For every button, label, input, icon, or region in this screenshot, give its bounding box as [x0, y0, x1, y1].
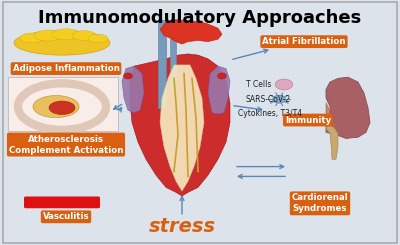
Polygon shape	[130, 54, 230, 196]
Polygon shape	[160, 65, 204, 191]
Polygon shape	[158, 20, 166, 108]
Ellipse shape	[14, 31, 110, 55]
FancyBboxPatch shape	[24, 196, 100, 208]
Text: Atherosclerosis
Complement Activation: Atherosclerosis Complement Activation	[9, 135, 123, 155]
Ellipse shape	[124, 73, 132, 79]
Polygon shape	[326, 103, 330, 124]
Ellipse shape	[49, 101, 75, 115]
Polygon shape	[122, 66, 144, 113]
Text: Vasculitis: Vasculitis	[43, 212, 89, 221]
Polygon shape	[326, 77, 370, 138]
Text: Immunity: Immunity	[285, 116, 331, 124]
FancyBboxPatch shape	[8, 77, 118, 131]
Polygon shape	[208, 66, 230, 114]
Ellipse shape	[33, 96, 79, 118]
Ellipse shape	[34, 30, 62, 41]
Text: Cardiorenal
Syndromes: Cardiorenal Syndromes	[292, 193, 348, 213]
Ellipse shape	[72, 31, 96, 40]
Text: Atrial Fibrillation: Atrial Fibrillation	[262, 37, 346, 46]
Text: Adipose Inflammation: Adipose Inflammation	[12, 64, 120, 73]
Circle shape	[273, 95, 286, 103]
Text: Immunomodulatory Approaches: Immunomodulatory Approaches	[38, 9, 362, 26]
Ellipse shape	[52, 29, 80, 40]
Polygon shape	[326, 124, 338, 159]
Polygon shape	[160, 20, 222, 44]
Text: T Cells: T Cells	[246, 80, 271, 89]
Ellipse shape	[20, 33, 44, 43]
Circle shape	[275, 79, 293, 90]
Ellipse shape	[218, 73, 226, 79]
FancyBboxPatch shape	[3, 2, 397, 243]
Ellipse shape	[88, 34, 108, 43]
Text: SARS-CoV-2: SARS-CoV-2	[246, 95, 291, 104]
Text: stress: stress	[148, 217, 216, 236]
Polygon shape	[170, 31, 176, 86]
Text: Cytokines, T3/T4: Cytokines, T3/T4	[238, 110, 302, 118]
